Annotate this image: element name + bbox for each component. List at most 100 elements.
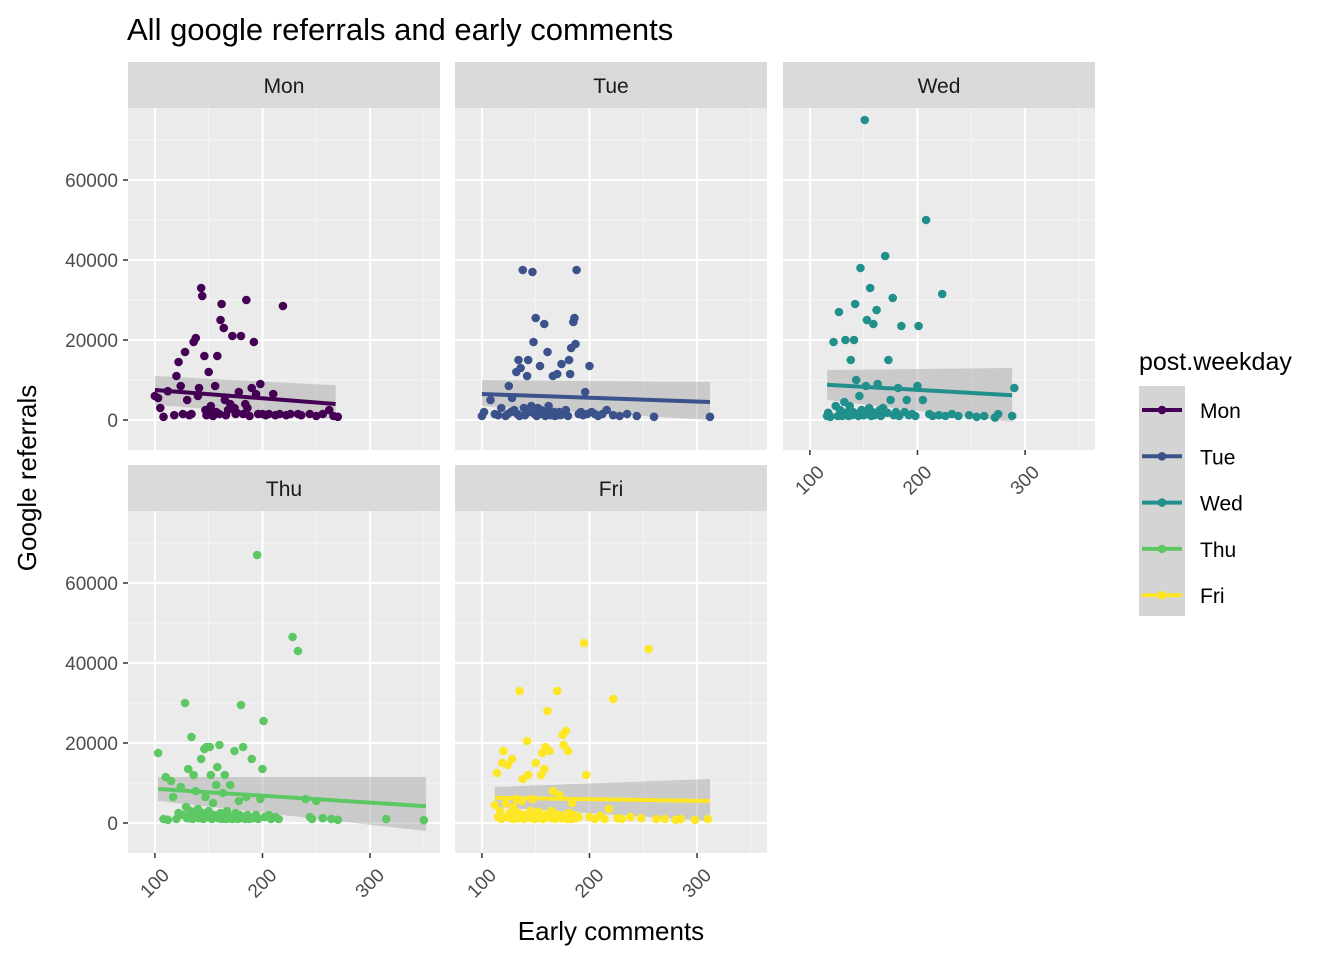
- x-tick-label: 300: [352, 865, 389, 902]
- legend-label: Fri: [1200, 585, 1225, 608]
- legend-key-point: [1157, 452, 1167, 461]
- data-point: [210, 381, 220, 391]
- data-point: [499, 746, 508, 756]
- data-point: [381, 814, 391, 824]
- facet-panel-thu: Thu 0 20000 40000 60000 100 200 300: [65, 465, 440, 902]
- data-point: [581, 770, 591, 780]
- data-point: [168, 792, 178, 802]
- data-point: [632, 411, 642, 421]
- data-point: [561, 726, 571, 736]
- data-point: [522, 736, 532, 746]
- data-point: [194, 383, 204, 393]
- data-point: [886, 395, 895, 405]
- data-point: [604, 804, 614, 814]
- data-point: [197, 291, 207, 301]
- data-point: [934, 410, 944, 420]
- legend-key-point: [1157, 544, 1167, 554]
- data-point: [872, 305, 881, 315]
- data-point: [572, 265, 581, 275]
- data-point: [206, 770, 216, 780]
- y-axis-title: Google referrals: [12, 385, 42, 571]
- data-point: [902, 395, 912, 405]
- x-tick-label: 300: [679, 865, 716, 902]
- data-point: [293, 646, 303, 656]
- facet-strip: [128, 465, 440, 511]
- data-point: [552, 686, 562, 696]
- data-point: [918, 395, 928, 405]
- data-point: [947, 409, 957, 419]
- data-point: [311, 411, 321, 421]
- data-point: [522, 371, 532, 381]
- data-point: [690, 815, 700, 825]
- data-point: [571, 339, 580, 349]
- data-point: [884, 355, 893, 365]
- facet-strip-label: Wed: [918, 75, 961, 98]
- data-point: [841, 335, 850, 345]
- data-point: [159, 412, 168, 422]
- data-point: [268, 389, 278, 399]
- data-point: [548, 786, 558, 796]
- data-point: [1010, 383, 1019, 393]
- y-tick-label: 20000: [65, 331, 118, 352]
- data-point: [245, 411, 254, 421]
- data-point: [617, 814, 627, 824]
- data-point: [187, 732, 196, 742]
- data-point: [275, 409, 284, 419]
- data-point: [507, 754, 517, 764]
- data-point: [636, 813, 646, 823]
- data-point: [608, 694, 618, 704]
- data-point: [288, 632, 297, 642]
- data-point: [552, 369, 562, 379]
- data-point: [964, 410, 974, 420]
- data-point: [574, 812, 584, 822]
- y-tick-label: 40000: [65, 251, 118, 272]
- data-point: [705, 412, 715, 422]
- x-tick-label: 300: [1007, 462, 1044, 499]
- data-point: [1007, 411, 1017, 421]
- trend-line: [826, 382, 1013, 398]
- data-point: [236, 700, 246, 710]
- data-point: [166, 776, 176, 786]
- data-point: [829, 337, 838, 347]
- x-axis-title: Early comments: [518, 916, 704, 946]
- data-point: [543, 706, 552, 716]
- data-point: [307, 814, 317, 824]
- data-point: [169, 410, 179, 420]
- data-point: [545, 746, 554, 756]
- data-point: [911, 411, 920, 421]
- legend-item-tue: Tue: [1142, 446, 1235, 469]
- data-point: [258, 764, 267, 774]
- legend-label: Tue: [1200, 446, 1235, 469]
- data-point: [528, 267, 537, 277]
- data-point: [503, 760, 513, 770]
- data-point: [493, 410, 503, 420]
- x-tick-label: 200: [244, 865, 281, 902]
- data-point: [286, 409, 295, 419]
- data-point: [531, 758, 540, 768]
- trend-line: [154, 388, 336, 406]
- data-point: [243, 403, 252, 413]
- data-point: [834, 307, 844, 317]
- data-point: [215, 740, 224, 750]
- data-point: [928, 411, 937, 421]
- data-point: [937, 289, 947, 299]
- data-point: [515, 686, 524, 696]
- legend-items: Mon Tue Wed Thu Fri: [1142, 400, 1243, 608]
- data-point: [865, 283, 875, 293]
- y-tick-label: 60000: [65, 574, 118, 595]
- data-point: [153, 748, 163, 758]
- data-point: [479, 407, 489, 417]
- legend-item-wed: Wed: [1142, 493, 1243, 516]
- facet-strip-label: Tue: [593, 75, 628, 98]
- data-point: [216, 315, 225, 325]
- data-point: [212, 762, 222, 772]
- data-point: [979, 411, 989, 421]
- facet-panel-wed: Wed 100 200 300: [783, 62, 1095, 499]
- facet-panel-tue: Tue: [455, 62, 767, 450]
- facet-strip-label: Thu: [266, 478, 302, 501]
- data-point: [508, 802, 518, 812]
- facet-panel-fri: Fri 100 200 300: [455, 465, 767, 902]
- data-point: [585, 361, 594, 371]
- trend-line: [494, 795, 711, 803]
- data-point: [860, 115, 870, 125]
